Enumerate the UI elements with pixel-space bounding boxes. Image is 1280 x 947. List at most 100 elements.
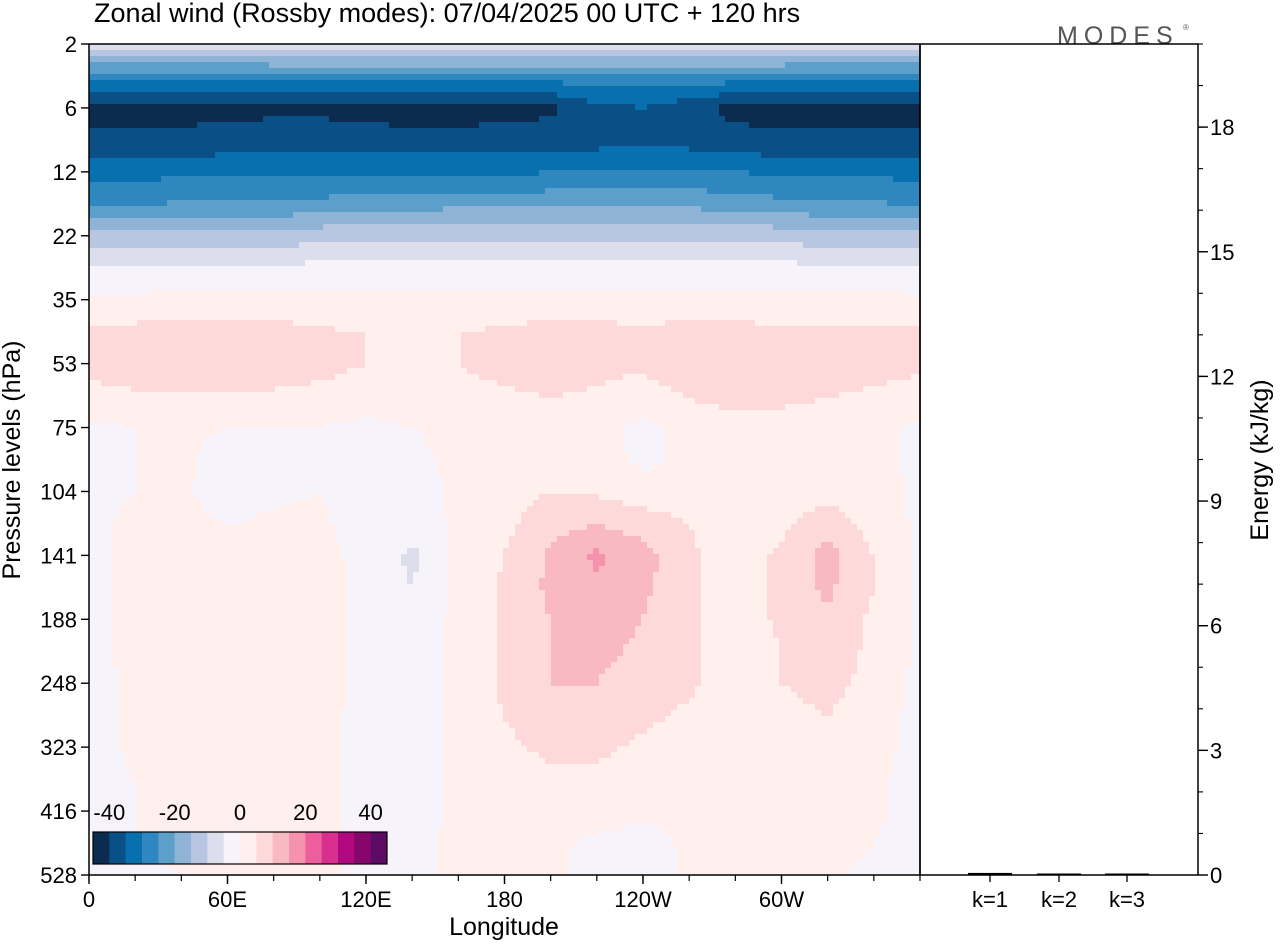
- heatmap-cell: [617, 134, 624, 141]
- heatmap-cell: [791, 116, 798, 123]
- heatmap-cell: [557, 80, 564, 87]
- heatmap-cell: [185, 236, 192, 243]
- heatmap-cell: [365, 44, 372, 51]
- heatmap-cell: [707, 104, 714, 111]
- heatmap-cell: [875, 74, 882, 81]
- heatmap-cell: [599, 236, 606, 243]
- heatmap-cell: [407, 194, 414, 201]
- heatmap-cell: [401, 158, 408, 165]
- heatmap-cell: [203, 206, 210, 213]
- heatmap-cell: [233, 134, 240, 141]
- heatmap-cell: [527, 152, 534, 159]
- heatmap-cell: [743, 206, 750, 213]
- heatmap-cell: [155, 122, 162, 129]
- heatmap-cell: [815, 98, 822, 105]
- heatmap-cell: [785, 218, 792, 225]
- heatmap-cell: [791, 92, 798, 99]
- heatmap-cell: [581, 230, 588, 237]
- heatmap-cell: [371, 92, 378, 99]
- heatmap-cell: [851, 242, 858, 249]
- heatmap-cell: [221, 86, 228, 93]
- heatmap-cell: [209, 92, 216, 99]
- heatmap-cell: [149, 146, 156, 153]
- heatmap-cell: [113, 140, 120, 147]
- heatmap-cell: [155, 74, 162, 81]
- heatmap-cell: [719, 230, 726, 237]
- heatmap-cell: [593, 140, 600, 147]
- heatmap-cell: [659, 224, 666, 231]
- heatmap-cell: [725, 128, 732, 135]
- heatmap-cell: [641, 188, 648, 195]
- heatmap-cell: [431, 158, 438, 165]
- heatmap-cell: [737, 218, 744, 225]
- heatmap-cell: [239, 254, 246, 261]
- heatmap-cell: [737, 110, 744, 117]
- heatmap-cell: [617, 218, 624, 225]
- heatmap-cell: [809, 194, 816, 201]
- heatmap-cell: [623, 134, 630, 141]
- heatmap-cell: [731, 146, 738, 153]
- heatmap-cell: [647, 254, 654, 261]
- heatmap-cell: [233, 68, 240, 75]
- heatmap-cell: [881, 224, 888, 231]
- heatmap-cell: [275, 92, 282, 99]
- heatmap-cell: [173, 206, 180, 213]
- heatmap-cell: [845, 140, 852, 147]
- heatmap-cell: [509, 74, 516, 81]
- heatmap-cell: [605, 62, 612, 69]
- heatmap-cell: [839, 242, 846, 249]
- heatmap-cell: [143, 50, 150, 57]
- heatmap-cell: [425, 242, 432, 249]
- heatmap-cell: [851, 224, 858, 231]
- heatmap-cell: [491, 68, 498, 75]
- heatmap-cell: [161, 122, 168, 129]
- heatmap-cell: [275, 176, 282, 183]
- heatmap-cell: [533, 176, 540, 183]
- heatmap-cell: [641, 158, 648, 165]
- heatmap-cell: [203, 140, 210, 147]
- heatmap-cell: [779, 170, 786, 177]
- heatmap-cell: [293, 134, 300, 141]
- heatmap-cell: [257, 50, 264, 57]
- heatmap-cell: [683, 158, 690, 165]
- heatmap-cell: [263, 152, 270, 159]
- heatmap-cell: [797, 218, 804, 225]
- heatmap-cell: [203, 254, 210, 261]
- heatmap-cell: [311, 146, 318, 153]
- heatmap-cell: [491, 140, 498, 147]
- heatmap-cell: [155, 176, 162, 183]
- heatmap-cell: [353, 68, 360, 75]
- heatmap-cell: [311, 50, 318, 57]
- heatmap-cell: [365, 242, 372, 249]
- heatmap-cell: [233, 212, 240, 219]
- heatmap-cell: [467, 170, 474, 177]
- heatmap-cell: [335, 152, 342, 159]
- heatmap-cell: [869, 200, 876, 207]
- heatmap-cell: [365, 194, 372, 201]
- heatmap-cell: [839, 50, 846, 57]
- heatmap-cell: [533, 56, 540, 63]
- heatmap-cell: [341, 104, 348, 111]
- heatmap-cell: [347, 50, 354, 57]
- heatmap-cell: [569, 134, 576, 141]
- heatmap-cell: [263, 86, 270, 93]
- heatmap-cell: [449, 170, 456, 177]
- heatmap-cell: [665, 74, 672, 81]
- heatmap-cell: [833, 206, 840, 213]
- heatmap-cell: [587, 134, 594, 141]
- heatmap-cell: [827, 110, 834, 117]
- heatmap-cell: [815, 254, 822, 261]
- heatmap-cell: [617, 68, 624, 75]
- heatmap-cell: [779, 44, 786, 51]
- heatmap-cell: [455, 110, 462, 117]
- heatmap-cell: [521, 146, 528, 153]
- heatmap-cell: [539, 68, 546, 75]
- heatmap-cell: [425, 140, 432, 147]
- heatmap-cell: [269, 122, 276, 129]
- heatmap-cell: [371, 248, 378, 255]
- heatmap-cell: [89, 200, 96, 207]
- heatmap-cell: [227, 170, 234, 177]
- heatmap-cell: [827, 146, 834, 153]
- heatmap-cell: [227, 74, 234, 81]
